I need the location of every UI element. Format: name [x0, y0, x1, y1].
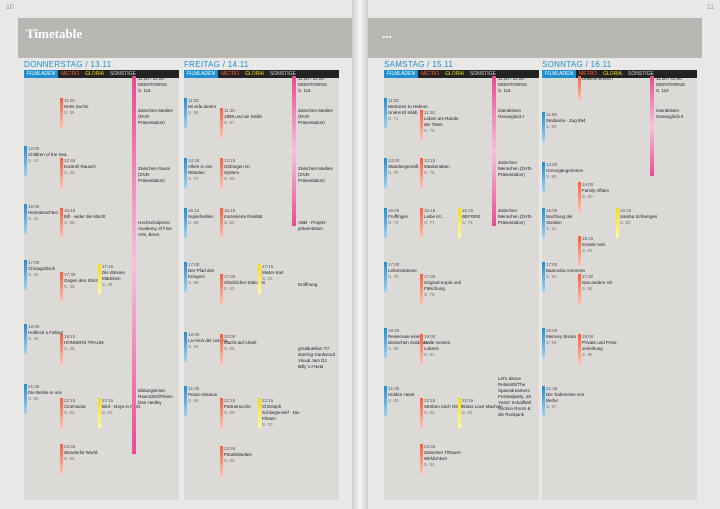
- event[interactable]: 15:15 Superhelden S. 59: [184, 208, 230, 238]
- event[interactable]: 22:15 Cinemania S. 52: [60, 398, 106, 428]
- category-filmladen: FILMLADEN: [24, 70, 59, 78]
- day-title: DONNERSTAG / 13.11: [24, 60, 112, 69]
- category-sonstige: SONSTIGE: [270, 71, 296, 77]
- event[interactable]: 15:15 Inszenierte Realität S. 60: [220, 208, 266, 238]
- event[interactable]: 17:30 Original Kopie und Fälschung S. 79: [420, 274, 466, 304]
- schedule-grid: 11:00 Sindarela - Zug 694 S. 88 13:00 Grenz…: [542, 76, 697, 500]
- event[interactable]: 17:30 Gegen den Strich S. 39: [60, 272, 106, 302]
- event[interactable]: 15:15 Liebe ist... S. 77: [420, 208, 466, 238]
- event[interactable]: 15:00 Fruffinges S. 76: [384, 208, 430, 238]
- book-gutter: [352, 0, 368, 509]
- event[interactable]: 13:15 Gefangen im System S. 60: [220, 158, 266, 188]
- day-column-friday: FREITAG / 14.11 FILMLADEN METRO GLORIA S…: [184, 60, 339, 500]
- category-bar: FILMLADEN METRO GLORIA SONSTIGE: [184, 70, 339, 78]
- schedule-grid: 11:00 Welcome to Hebron Undes El Kilab S. …: [384, 76, 539, 500]
- event[interactable]: 22:15 Glass Love Machine S. 84: [458, 398, 504, 428]
- page-number: 10: [6, 4, 14, 11]
- event[interactable]: 11:00 Welcome to Hebron Undes El Kilab S. …: [384, 98, 430, 128]
- title-band: ...: [362, 18, 702, 58]
- monitoring-column[interactable]: 11:00 / 12:00 MONITORING S. 116 interaktiv…: [650, 76, 694, 176]
- day-column-saturday: SAMSTAG / 15.11 FILMLADEN METRO GLORIA S…: [384, 60, 539, 500]
- category-filmladen: FILMLADEN: [384, 70, 419, 78]
- event[interactable]: 17:15 Mister Karl S. 62: [258, 264, 304, 294]
- category-sonstige: SONSTIGE: [470, 71, 496, 77]
- schedule-grid: 11:00 Mi vida dentro S. 55 11:30 1988 und w…: [184, 76, 339, 500]
- event[interactable]: 17:00 Baarooba Amorena S. 94: [542, 262, 588, 292]
- day-title: SONNTAG / 16.11: [542, 60, 612, 69]
- event[interactable]: 19:00 Holbeck´s Fallout S. 48: [24, 324, 70, 354]
- event[interactable]: 19:00 La mina del cosoba S. 84: [184, 332, 230, 362]
- event[interactable]: 15:15 BEFORE S. 75: [458, 208, 504, 238]
- category-sonstige: SONSTIGE: [110, 71, 136, 77]
- category-filmladen: FILMLADEN: [542, 70, 577, 78]
- day-title: FREITAG / 14.11: [184, 60, 249, 69]
- event[interactable]: 13:15 Allem in vier Wänden S. 57: [184, 158, 230, 188]
- schedule-grid: 11:00 Heim Suche S. 36 12:00 Children of th…: [24, 76, 179, 500]
- category-gloria: GLORIA: [85, 71, 105, 77]
- day-title: SAMSTAG / 15.11: [384, 60, 454, 69]
- event[interactable]: 17:30 Das andere Ich S. 95: [578, 274, 624, 304]
- page-number: 11: [706, 4, 714, 11]
- event[interactable]: 19:00 Halle meines Lebens S. 81: [420, 334, 466, 364]
- event[interactable]: 12:45 Kontroll Rausch S. 45: [60, 158, 106, 188]
- event[interactable]: 21:45 Hidden Heart S. 83: [384, 386, 430, 416]
- event[interactable]: 13:00 Standesgemäß S. 75: [384, 158, 430, 188]
- event[interactable]: 17:15 Die dünnen Mädchen S. 46: [98, 264, 144, 294]
- event[interactable]: 23:45 Wonderful World S. 54: [60, 444, 106, 474]
- category-bar: FILMLADEN METRO GLORIA SONSTIGE: [542, 70, 697, 78]
- category-gloria: GLORIA: [245, 71, 265, 77]
- event[interactable]: 15:15 Kreativ sein S. 93: [578, 236, 624, 266]
- event[interactable]: 15:00 Nachlung der Sünden S. 91: [542, 208, 588, 238]
- event[interactable]: 21:45 Die Bestie in uns S. 50: [24, 384, 70, 414]
- event[interactable]: 14:00 Family Affairs S. 90: [578, 182, 624, 212]
- event[interactable]: 22:15 Bird - Days in Pairs S. 53: [98, 398, 144, 428]
- event[interactable]: 21:45 Die Todesreise von Berlur S. 97: [542, 386, 588, 416]
- day-column-thursday: DONNERSTAG / 13.11 FILMLADEN METRO GLORI…: [24, 60, 179, 500]
- event[interactable]: 23:45 Parallelwelten S. 90: [220, 446, 266, 476]
- event[interactable]: 15:00 Heimatsuchten S. 43: [24, 204, 70, 234]
- event[interactable]: 20:00 Macht auf Arbeit S. 66: [220, 334, 266, 364]
- event[interactable]: 19:00 Private und Preis-verleihung S. 98: [578, 334, 624, 364]
- category-filmladen: FILMLADEN: [184, 70, 219, 78]
- page-title: ...: [382, 26, 392, 41]
- event[interactable]: 17:00 Chicagoblock S. 40: [24, 260, 70, 290]
- category-metro: METRO: [579, 71, 598, 77]
- event[interactable]: 17:30 Glücklicher Dialogen S. 23: [220, 274, 266, 304]
- event[interactable]: 22:15 Partnersuche S. 69: [220, 398, 266, 428]
- event[interactable]: 13:15 Maskenaben S. 76: [420, 158, 466, 188]
- event[interactable]: 13:00 Grenzgängerinnen S. 89: [542, 162, 588, 192]
- day-column-sunday: SONNTAG / 16.11 FILMLADEN METRO GLORIA S…: [542, 60, 697, 500]
- category-sonstige: SONSTIGE: [628, 71, 654, 77]
- category-metro: METRO: [221, 71, 240, 77]
- event[interactable]: 17:00 Der Pfad des Kriegers S. 58: [184, 262, 230, 292]
- event[interactable]: 19:15 HONNERS TRAUM S. 48: [60, 334, 106, 364]
- event[interactable]: 12:00 Children of the Sea S. 41: [24, 146, 70, 176]
- event[interactable]: 15:15 Bill - wider die Macht S. 38: [60, 208, 106, 238]
- event[interactable]: 11:00 Sindarela - Zug 694 S. 88: [542, 112, 588, 142]
- event[interactable]: Dokfest Brunch: [578, 76, 624, 100]
- event[interactable]: 17:00 Lebensträume S. 78: [384, 262, 430, 292]
- category-metro: METRO: [421, 71, 440, 77]
- monitoring-column[interactable]: 11:00 / 12:00 MONITORING S. 116 interaktiv…: [492, 76, 536, 418]
- event[interactable]: 22:15 Christoph Schlingensief - Die Pilot…: [258, 398, 304, 428]
- category-gloria: GLORIA: [603, 71, 623, 77]
- event[interactable]: 22:15 Streben nach Glück S. 82: [420, 398, 466, 428]
- event[interactable]: 11:30 Leben am Rande der Toten S. 75: [420, 110, 466, 140]
- event[interactable]: 21:45 Peace Mission S. 68: [184, 386, 230, 416]
- category-bar: FILMLADEN METRO GLORIA SONSTIGE: [24, 70, 179, 78]
- event[interactable]: 11:00 Mi vida dentro S. 55: [184, 98, 230, 128]
- event[interactable]: 11:30 1988 und wir bleibt S. 57: [220, 108, 266, 138]
- event[interactable]: 19:00 Memory Books S. 96: [542, 328, 588, 358]
- category-bar: FILMLADEN METRO GLORIA SONSTIGE: [384, 70, 539, 78]
- event[interactable]: 23:45 Zwischen T/Raum-Wirklichkeit S. 84: [420, 444, 466, 474]
- event[interactable]: 11:00 Heim Suche S. 36: [60, 98, 106, 128]
- category-gloria: GLORIA: [445, 71, 465, 77]
- event[interactable]: 19:00 Reiseroute eines deutschen Soldaten…: [384, 328, 430, 358]
- page-title: Timetable: [26, 26, 83, 41]
- category-metro: METRO: [61, 71, 80, 77]
- title-band: Timetable: [18, 18, 358, 58]
- event[interactable]: 15:15 Samba Schwinges S. 92: [616, 208, 662, 238]
- monitoring-column[interactable]: 11:00 / 12:00 MONITORING S. 116 Zwischen M…: [132, 76, 176, 454]
- monitoring-column[interactable]: 11:00 / 12:00 MONITORING S. 116 Zwischen M…: [292, 76, 336, 370]
